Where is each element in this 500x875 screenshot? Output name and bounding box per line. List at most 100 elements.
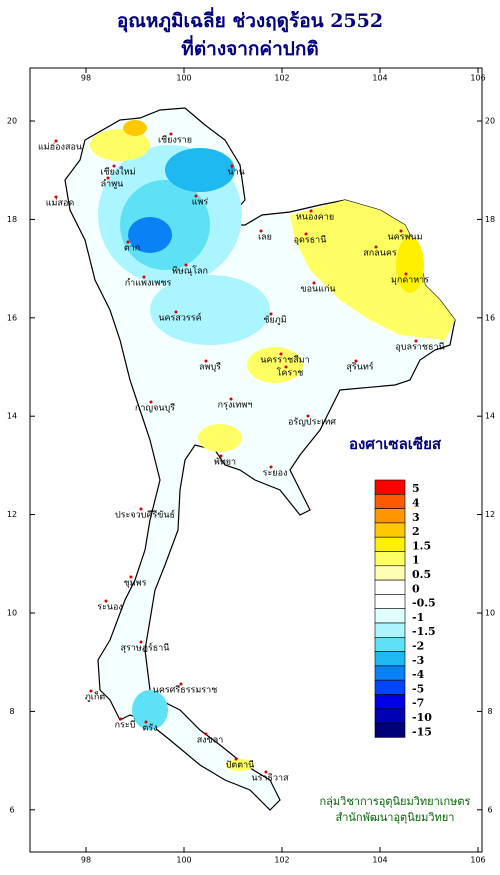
anomaly-area <box>90 129 150 161</box>
legend-swatch <box>374 636 406 652</box>
place-label: ขอนแก่น <box>300 285 335 295</box>
place-label: ประจวบคีรีขันธ์ <box>115 509 175 521</box>
place-label: นราธิวาส <box>251 773 289 784</box>
place-label: สกลนคร <box>363 249 397 259</box>
legend-swatch <box>374 522 406 538</box>
station <box>179 682 183 686</box>
place-label: อุดรธานี <box>294 235 327 246</box>
y-tick-label: 20 <box>7 117 17 126</box>
anomaly-area <box>247 347 303 383</box>
place-label: นครสวรรค์ <box>158 312 201 324</box>
legend-swatch <box>374 608 406 624</box>
place-label: สุรินทร์ <box>346 361 373 373</box>
legend-swatch <box>374 679 406 695</box>
station <box>374 245 378 249</box>
station <box>194 194 198 198</box>
station <box>139 507 143 511</box>
place-label: มุกดาหาร <box>391 276 429 286</box>
legend-label: 0 <box>412 582 420 595</box>
station <box>112 164 116 168</box>
station <box>399 229 403 233</box>
place-label: ระนอง <box>97 603 123 613</box>
place-label: ลำพูน <box>101 179 124 190</box>
place-label: ตรัง <box>142 724 157 734</box>
place-label: หนองคาย <box>296 213 334 223</box>
station <box>204 359 208 363</box>
legend-swatch <box>374 508 406 524</box>
place-label: แม่สอด <box>46 199 75 209</box>
station <box>306 414 310 418</box>
place-label: แพร่ <box>192 198 209 208</box>
station <box>414 339 418 343</box>
y-tick-label: 18 <box>485 215 495 224</box>
place-label: ชุมพร <box>124 579 147 589</box>
station <box>169 132 173 136</box>
legend-swatch <box>374 694 406 710</box>
place-label: กรุงเทพฯ <box>218 401 253 411</box>
legend-label: 1.5 <box>412 539 431 552</box>
station <box>269 312 273 316</box>
x-tick-label: 104 <box>372 856 387 865</box>
place-label: นครศรีธรรมราช <box>153 685 218 696</box>
station <box>119 717 123 721</box>
anomaly-area <box>226 759 254 771</box>
y-tick-label: 20 <box>485 117 495 126</box>
station <box>269 465 273 469</box>
place-label: เชียงราย <box>158 135 192 146</box>
place-label: กาญจนบุรี <box>135 403 175 414</box>
place-label: นครพนม <box>387 233 422 243</box>
place-label: อุบลราชธานี <box>395 342 444 353</box>
place-label: เลย <box>258 233 272 243</box>
legend-title: องศาเซลเซียส <box>349 435 442 453</box>
legend-label: -1.5 <box>412 625 436 638</box>
legend-swatch <box>374 665 406 681</box>
y-tick-label: 8 <box>487 707 492 716</box>
y-tick-label: 8 <box>9 707 14 716</box>
legend-swatch <box>374 536 406 552</box>
y-tick-label: 10 <box>7 609 17 618</box>
station <box>404 272 408 276</box>
place-label: ภูเก็ต <box>85 690 105 703</box>
place-label: แม่ฮ่องสอน <box>38 143 82 153</box>
legend-swatch <box>374 622 406 638</box>
legend: 54 321.5 10.50 -0.5-1-1.5-2 -3-4-5 -7-10-15 <box>374 479 436 738</box>
y-tick-label: 6 <box>487 805 492 814</box>
place-label: ระยอง <box>263 469 288 479</box>
anomaly-area <box>128 217 172 253</box>
x-tick-label: 102 <box>274 74 289 83</box>
x-tick-label: 104 <box>372 74 387 83</box>
title: อุณหภูมิเฉลี่ย ช่วงฤดูร้อน 2552 <box>117 7 383 33</box>
place-label: กำแพงเพชร <box>125 278 172 289</box>
y-tick-label: 12 <box>7 510 17 519</box>
legend-label: -0.5 <box>412 597 436 610</box>
legend-swatch <box>374 479 406 495</box>
station <box>234 757 238 761</box>
place-label: กระบี่ <box>115 718 136 731</box>
x-tick-label: 98 <box>81 856 91 865</box>
station <box>104 599 108 603</box>
legend-label: -3 <box>412 654 424 667</box>
credit: สำนักพัฒนาอุตุนิยมวิทยา <box>336 811 455 824</box>
station <box>219 454 223 458</box>
legend-label: 1 <box>412 554 420 567</box>
place-label: สงขลา <box>197 736 224 746</box>
station <box>139 640 143 644</box>
legend-swatch <box>374 565 406 581</box>
y-tick-label: 14 <box>7 412 17 421</box>
y-tick-label: 10 <box>485 609 495 618</box>
anomaly-area <box>132 690 168 730</box>
station <box>204 732 208 736</box>
station <box>129 575 133 579</box>
legend-swatch <box>374 579 406 595</box>
legend-swatch <box>374 594 406 610</box>
x-tick-label: 100 <box>176 74 191 83</box>
station <box>174 310 178 314</box>
station <box>89 689 93 693</box>
anomaly-area <box>123 120 147 136</box>
place-label: พิษณุโลก <box>172 266 208 277</box>
y-tick-label: 14 <box>485 412 495 421</box>
legend-swatch <box>374 651 406 667</box>
legend-label: 3 <box>412 511 420 524</box>
